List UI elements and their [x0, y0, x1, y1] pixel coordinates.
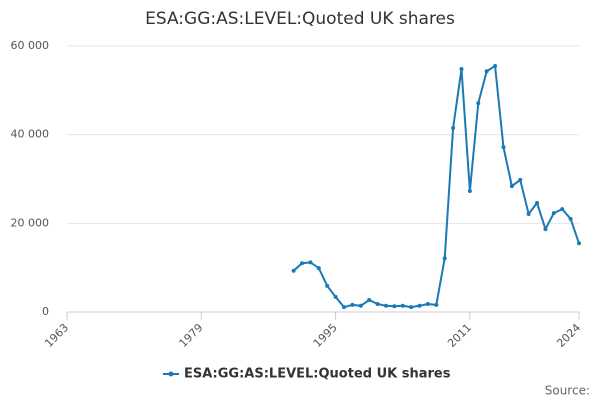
point	[383, 303, 388, 308]
y-tick-label: 20 000	[11, 216, 50, 229]
point	[459, 67, 464, 72]
point	[467, 188, 472, 193]
point	[434, 302, 439, 307]
point	[551, 211, 556, 216]
point	[577, 241, 581, 246]
point	[484, 69, 489, 74]
source: Source:	[545, 384, 590, 398]
point	[341, 305, 346, 310]
point	[375, 302, 380, 307]
point	[358, 303, 363, 308]
point	[476, 101, 481, 106]
point	[291, 268, 296, 273]
point	[535, 200, 540, 205]
y-tick-label: 60 000	[11, 39, 50, 52]
point	[560, 207, 565, 212]
point	[425, 302, 430, 307]
point	[409, 305, 414, 310]
point	[493, 63, 498, 68]
y-tick-label: 0	[42, 305, 49, 318]
point	[543, 227, 548, 232]
x-tick-label: 1963	[42, 321, 71, 350]
point	[518, 177, 523, 182]
point	[568, 216, 573, 221]
x-tick-label: 1995	[311, 321, 340, 350]
point	[526, 212, 531, 217]
point	[367, 298, 372, 303]
point	[325, 283, 330, 288]
y-tick-label: 40 000	[11, 128, 50, 141]
point	[501, 145, 506, 150]
point	[350, 302, 355, 307]
point	[316, 266, 321, 271]
point	[400, 303, 405, 308]
x-tick-label: 2024	[554, 321, 583, 350]
legend-marker	[168, 371, 174, 377]
point	[308, 260, 313, 265]
point	[417, 303, 422, 308]
point	[442, 256, 447, 261]
point	[451, 126, 456, 131]
x-tick-label: 2011	[445, 321, 474, 350]
chart-title: ESA:GG:AS:LEVEL:Quoted UK shares	[145, 9, 455, 29]
line	[292, 64, 580, 309]
legend-label: ESA:GG:AS:LEVEL:Quoted UK shares	[184, 367, 451, 382]
point	[509, 184, 514, 189]
point	[300, 261, 305, 266]
point	[333, 294, 338, 299]
point	[392, 304, 397, 309]
x-tick-label: 1979	[177, 321, 206, 350]
